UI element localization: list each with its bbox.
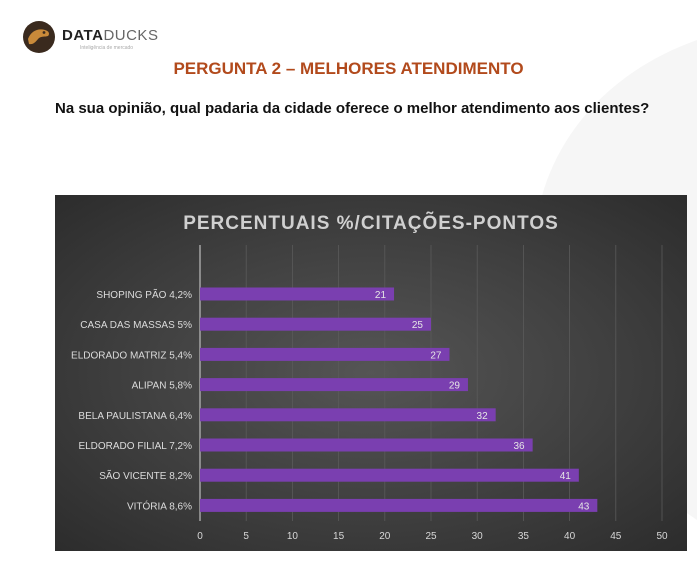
- bar: [200, 347, 450, 361]
- bars: 21 25 27 29 32 36 41 43: [200, 287, 598, 512]
- x-tick-label: 15: [333, 531, 345, 542]
- category-label: SHOPING PÃO 4,2%: [96, 288, 192, 301]
- bar-value-label: 25: [412, 320, 424, 331]
- bar: [200, 317, 431, 331]
- x-tick-label: 30: [472, 531, 484, 542]
- chart-title: PERCENTUAIS %/CITAÇÕES-PONTOS: [183, 212, 559, 234]
- brand-tagline: Inteligência de mercado: [80, 45, 134, 51]
- category-label: ALIPAN 5,8%: [132, 381, 193, 392]
- brand-header: DATADUCKS Inteligência de mercado: [22, 20, 222, 56]
- category-labels: SHOPING PÃO 4,2% CASA DAS MASSAS 5% ELDORA…: [71, 288, 192, 512]
- category-label: VITÓRIA 8,6%: [127, 499, 192, 512]
- bar: [200, 287, 395, 301]
- bar-value-label: 43: [578, 501, 590, 512]
- category-label: SÃO VICENTE 8,2%: [99, 469, 192, 482]
- category-label: BELA PAULISTANA 6,4%: [78, 411, 192, 422]
- bar-value-label: 36: [514, 441, 526, 452]
- section-title: PERGUNTA 2 – MELHORES ATENDIMENTO: [173, 59, 524, 78]
- bar: [200, 468, 579, 482]
- x-tick-label: 35: [518, 531, 530, 542]
- bar-value-label: 27: [430, 350, 442, 361]
- bar-chart: PERCENTUAIS %/CITAÇÕES-PONTOS 21 25 27 29 32…: [71, 212, 668, 542]
- bar: [200, 438, 533, 452]
- bar-value-label: 32: [477, 411, 489, 422]
- category-label: ELDORADO MATRIZ 5,4%: [71, 350, 192, 361]
- x-tick-labels: 0 5 10 15 20 25 30 35 40 45 50: [197, 531, 668, 542]
- x-tick-label: 45: [610, 531, 622, 542]
- bar-value-label: 29: [449, 381, 461, 392]
- bar: [200, 498, 598, 512]
- x-tick-label: 5: [243, 531, 249, 542]
- x-tick-label: 10: [287, 531, 299, 542]
- x-tick-label: 50: [656, 531, 668, 542]
- x-tick-label: 20: [379, 531, 391, 542]
- brand-name: DATADUCKS: [62, 27, 158, 44]
- x-tick-label: 0: [197, 531, 203, 542]
- category-label: ELDORADO FILIAL 7,2%: [78, 441, 192, 452]
- brand-name-strong: DATA: [62, 27, 104, 44]
- x-tick-label: 25: [425, 531, 437, 542]
- dataducks-logo-icon: [23, 21, 55, 53]
- brand-name-light: DUCKS: [103, 27, 159, 44]
- bar-value-label: 21: [375, 290, 387, 301]
- bar: [200, 378, 468, 392]
- chart-panel: PERCENTUAIS %/CITAÇÕES-PONTOS 21 25 27 29 32…: [55, 195, 687, 551]
- survey-question: Na sua opinião, qual padaria da cidade o…: [55, 100, 650, 117]
- x-tick-label: 40: [564, 531, 576, 542]
- bar: [200, 408, 496, 422]
- bar-value-label: 41: [560, 471, 572, 482]
- category-label: CASA DAS MASSAS 5%: [80, 320, 192, 331]
